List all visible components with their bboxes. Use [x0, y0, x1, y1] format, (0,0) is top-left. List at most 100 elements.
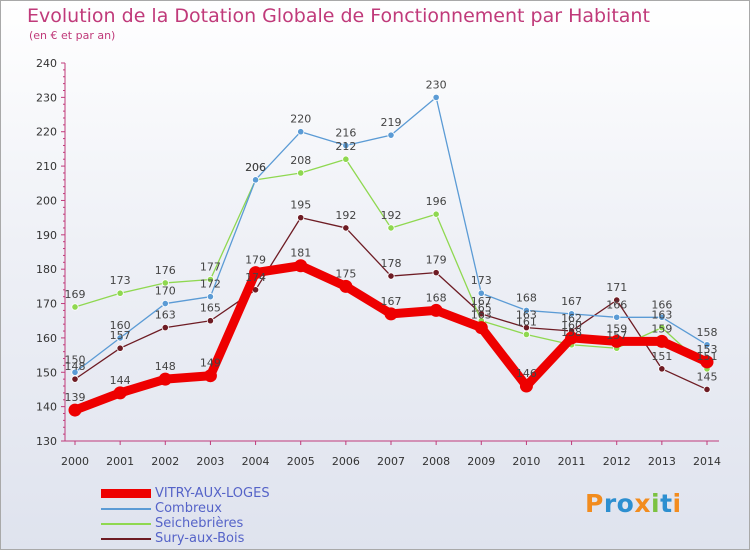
data-label: 177 [200, 260, 221, 273]
data-point [342, 224, 350, 232]
x-tick-label: 2009 [467, 455, 495, 468]
data-label: 208 [290, 154, 311, 167]
x-tick-label: 2007 [377, 455, 405, 468]
legend-label-seichebrieres: Seichebrières [155, 516, 244, 531]
series-layer [68, 93, 714, 417]
data-label: 206 [245, 161, 266, 174]
data-label: 176 [155, 264, 176, 277]
data-label: 165 [471, 302, 492, 315]
data-point [113, 386, 127, 400]
x-tick-label: 2003 [196, 455, 224, 468]
data-point [700, 355, 714, 369]
legend-label-sury: Sury-aux-Bois [155, 531, 245, 546]
data-point [203, 369, 217, 383]
data-label: 148 [65, 360, 86, 373]
data-point [339, 279, 353, 293]
data-label: 158 [561, 326, 582, 339]
data-point [68, 403, 82, 417]
data-label: 216 [335, 126, 356, 139]
data-label: 181 [290, 247, 311, 260]
data-point [522, 306, 531, 315]
chart-axes: 130 140 150 160 170 180 190 200 210 220 230 240 2000… [36, 57, 721, 468]
data-point [342, 141, 350, 150]
data-label: 192 [381, 209, 402, 222]
data-label: 171 [606, 281, 627, 294]
data-label: 195 [290, 199, 311, 212]
data-label: 145 [697, 370, 718, 383]
legend-label-vitry: VITRY-AUX-LOGES [155, 486, 270, 501]
data-point [249, 266, 263, 280]
data-label: 168 [516, 291, 537, 304]
data-point [522, 323, 531, 332]
data-label: 167 [561, 295, 582, 308]
y-tick-label: 230 [36, 91, 57, 104]
data-label: 160 [110, 319, 131, 332]
data-point [613, 313, 621, 321]
data-label: 139 [65, 391, 86, 404]
data-point [158, 372, 172, 386]
y-tick-label: 240 [36, 57, 57, 70]
logo-letter: t [660, 489, 673, 518]
data-point [658, 365, 666, 373]
data-label: 163 [155, 309, 176, 322]
data-label: 220 [290, 113, 311, 126]
data-label: 149 [200, 357, 221, 370]
data-point [71, 303, 79, 311]
data-point [161, 279, 169, 287]
data-point [71, 368, 79, 376]
data-point [522, 330, 531, 339]
x-tick-label: 2001 [106, 455, 134, 468]
data-point [658, 323, 666, 332]
data-label: 163 [651, 309, 672, 322]
chart-title: Evolution de la Dotation Globale de Fonc… [27, 5, 650, 27]
logo-letter: i [651, 489, 661, 518]
data-label: 162 [561, 312, 582, 325]
data-point [387, 224, 395, 232]
data-point [387, 131, 395, 139]
x-tick-label: 2000 [61, 455, 89, 468]
data-label: 165 [200, 302, 221, 315]
y-tick-label: 150 [36, 366, 57, 379]
x-tick-label: 2002 [151, 455, 179, 468]
data-point [658, 313, 666, 321]
legend-swatch-combreux [101, 508, 151, 510]
data-point [71, 375, 79, 383]
logo-letter: x [634, 489, 651, 518]
proxiti-logo: Proxiti [585, 489, 682, 518]
legend-swatch-seichebrieres [101, 523, 151, 525]
y-tick-label: 210 [36, 160, 57, 173]
data-label: 161 [516, 315, 537, 328]
data-label: 170 [155, 285, 176, 298]
chart-subtitle: (en € et par an) [29, 29, 116, 42]
data-label: 173 [110, 274, 131, 287]
data-point [432, 210, 440, 218]
data-label: 219 [381, 116, 402, 129]
logo-letter: P [585, 489, 604, 518]
x-tick-label: 2010 [512, 455, 540, 468]
y-tick-label: 130 [36, 435, 57, 448]
y-tick-label: 180 [36, 263, 57, 276]
legend-label-combreux: Combreux [155, 501, 222, 516]
data-point [116, 344, 124, 352]
data-label: 169 [65, 288, 86, 301]
x-tick-label: 2011 [558, 455, 586, 468]
data-label: 178 [381, 257, 402, 270]
data-label: 179 [245, 254, 266, 267]
data-point [342, 155, 350, 163]
data-point [610, 334, 624, 348]
data-point [474, 321, 488, 335]
data-point [565, 331, 579, 345]
data-point [297, 214, 305, 222]
data-label: 196 [426, 195, 447, 208]
data-point [297, 169, 305, 177]
legend-swatch-sury [101, 538, 151, 540]
data-point [703, 385, 711, 394]
y-tick-label: 140 [36, 401, 57, 414]
data-label: 153 [697, 343, 718, 356]
data-label: 150 [65, 353, 86, 366]
data-point [432, 93, 440, 101]
data-point [703, 341, 711, 349]
data-label: 159 [606, 322, 627, 335]
